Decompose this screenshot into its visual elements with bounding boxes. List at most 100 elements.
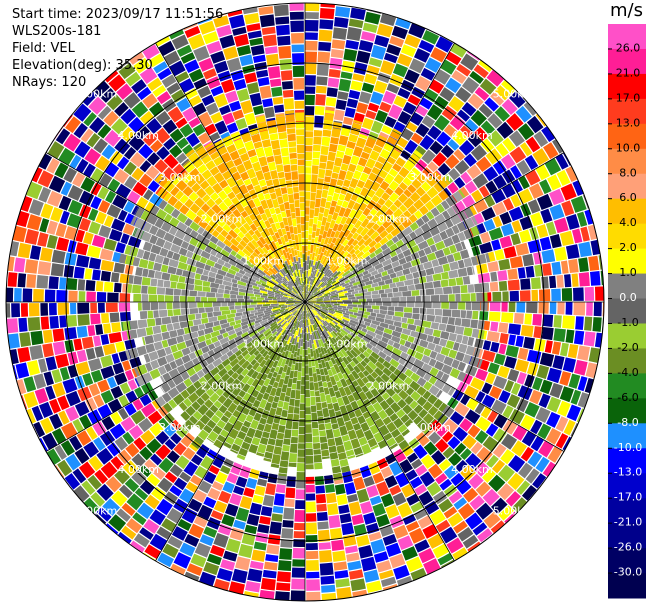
signal-gate [189,168,200,179]
signal-gate [241,441,251,451]
noise-gate [290,590,305,601]
signal-gate [391,393,402,404]
signal-gate [316,315,323,323]
signal-gate [255,263,265,272]
signal-gate [129,246,134,256]
signal-gate [296,261,300,270]
noise-gate [599,349,604,365]
signal-gate [221,373,231,383]
noise-gate [58,147,76,166]
signal-gate [341,340,348,347]
noise-gate [96,507,112,522]
signal-gate [295,356,300,363]
signal-gate [347,394,356,403]
signal-gate [233,420,244,432]
noise-gate [90,313,101,325]
signal-gate [299,202,305,211]
noise-gate [82,372,94,387]
signal-gate [246,183,254,192]
colorbar-tick-label: 4.0 [619,216,637,229]
noise-gate [119,293,131,302]
noise-gate [74,141,91,159]
signal-gate [322,347,328,354]
signal-gate [262,299,269,302]
noise-gate [293,77,305,90]
colorbar-swatch [608,523,646,549]
noise-gate [290,20,304,33]
noise-gate [291,44,304,53]
noise-gate [342,116,354,126]
noise-gate [445,77,462,94]
signal-gate [305,278,308,286]
signal-gate [246,344,255,353]
signal-gate [296,294,303,301]
noise-gate [275,16,290,25]
noise-gate [163,491,178,505]
signal-gate [368,302,376,306]
signal-gate [242,275,249,280]
signal-gate [258,253,265,260]
signal-gate [144,362,153,372]
signal-gate [164,346,173,356]
signal-gate [204,141,214,150]
noise-gate [7,272,18,287]
signal-gate [305,374,310,381]
signal-gate [323,120,333,131]
signal-gate [224,363,233,372]
signal-gate [388,180,400,192]
signal-gate [272,317,279,323]
signal-gate [314,269,320,277]
signal-gate [321,307,329,311]
signal-gate [443,237,454,248]
noise-gate [368,531,382,542]
signal-gate [388,214,397,223]
noise-gate [507,268,518,280]
signal-gate [291,290,297,295]
noise-gate [98,225,112,238]
signal-gate [296,463,305,472]
signal-gate [207,241,218,250]
signal-gate [172,302,180,309]
noise-gate [525,169,541,186]
signal-gate [258,258,265,264]
noise-gate [194,542,211,558]
signal-gate [210,192,220,202]
signal-gate [288,269,294,277]
signal-gate [268,259,275,266]
noise-gate [452,130,468,146]
signal-gate [317,287,322,292]
noise-gate [435,438,449,453]
signal-gate [322,129,332,137]
signal-gate [314,305,322,309]
noise-gate [188,117,201,129]
noise-gate [220,559,236,571]
signal-gate [330,293,339,297]
signal-gate [281,319,287,325]
signal-gate [350,155,360,166]
signal-gate [455,351,465,362]
noise-gate [337,599,354,601]
signal-gate [298,313,302,322]
noise-gate [123,92,141,109]
signal-gate [305,448,314,456]
signal-gate [324,320,333,328]
signal-gate [273,257,280,265]
signal-gate [322,381,328,388]
signal-gate [319,436,328,444]
signal-gate [267,290,275,294]
noise-gate [136,196,149,209]
signal-gate [300,304,304,313]
noise-gate [29,245,42,260]
noise-gate [370,44,387,60]
noise-gate [455,459,468,473]
signal-gate [246,283,253,288]
noise-gate [493,375,508,390]
signal-gate [375,175,384,185]
noise-gate [176,137,189,150]
signal-gate [210,414,221,424]
noise-gate [79,217,91,232]
signal-gate [434,213,446,225]
signal-gate [400,351,409,360]
signal-gate [302,291,305,300]
signal-gate [307,303,315,310]
